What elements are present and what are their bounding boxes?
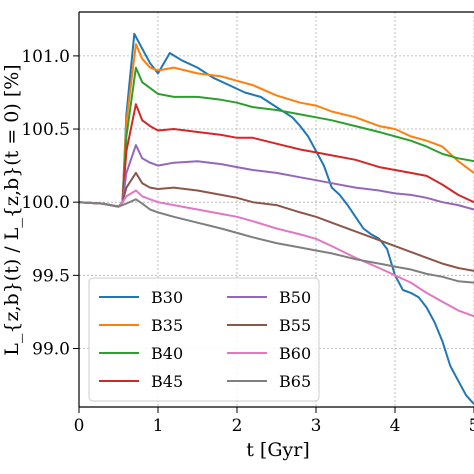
series-line-b35 — [79, 43, 474, 208]
y-axis-label: L_{z,b}(t) / L_{z,b}(t = 0) [%] — [1, 64, 23, 355]
x-tick-label: 3 — [311, 416, 322, 436]
series-line-b30 — [79, 32, 474, 405]
series-line-b45 — [79, 103, 474, 208]
x-tick-label: 4 — [390, 416, 401, 436]
series-line-b65 — [79, 198, 474, 284]
x-tick-label: 0 — [74, 416, 85, 436]
axes: 0 1 2 3 4 5 99.0 99.5 100.0 100.5 101.0 — [21, 11, 474, 436]
y-tick-label: 101.0 — [21, 47, 70, 67]
series-line-b40 — [79, 66, 474, 208]
x-axis-label: t [Gyr] — [246, 439, 310, 461]
legend-label-b65: B65 — [279, 372, 311, 391]
y-tick-label: 99.5 — [32, 266, 70, 286]
y-tick-label: 100.5 — [21, 120, 70, 140]
series-line-b60 — [79, 189, 474, 318]
x-tick-label: 5 — [469, 416, 474, 436]
series-lines — [79, 32, 474, 405]
y-tick-label: 99.0 — [32, 339, 70, 359]
legend-label-b40: B40 — [151, 344, 183, 363]
x-tick-label: 2 — [232, 416, 243, 436]
legend-box — [88, 277, 320, 402]
legend-label-b30: B30 — [151, 288, 183, 307]
x-tick-label: 1 — [153, 416, 164, 436]
legend-label-b55: B55 — [279, 316, 311, 335]
series-line-b55 — [79, 171, 474, 272]
series-line-b50 — [79, 144, 474, 211]
legend-label-b60: B60 — [279, 344, 311, 363]
y-tick-label: 100.0 — [21, 193, 70, 213]
legend-label-b50: B50 — [279, 288, 311, 307]
legend: B30 B35 B40 B45 B50 B55 B60 B65 — [88, 277, 320, 402]
legend-label-b35: B35 — [151, 316, 183, 335]
legend-label-b45: B45 — [151, 372, 183, 391]
